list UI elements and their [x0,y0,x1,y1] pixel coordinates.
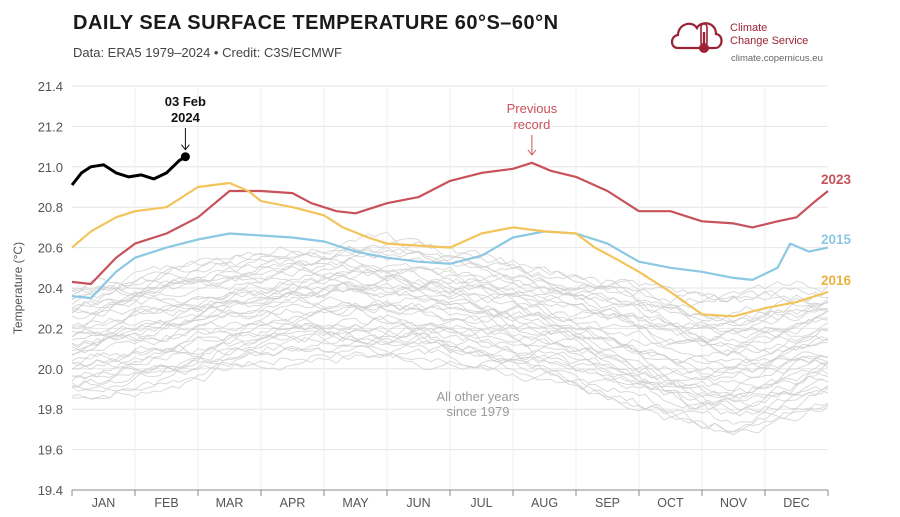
other-year-line [71,246,829,303]
y-tick-label: 21.0 [38,160,63,175]
other-year-line [71,314,829,392]
y-tick-label: 20.0 [38,362,63,377]
previous-record-label: record [513,117,550,132]
other-year-line [71,238,829,310]
month-label: DEC [783,496,809,510]
thermometer-cloud-icon [670,22,723,53]
logo-url[interactable]: climate.copernicus.eu [731,53,823,64]
series-line-2015 [71,230,829,300]
y-tick-label: 19.8 [38,402,63,417]
month-label: JAN [92,496,116,510]
y-axis-label: Temperature (°C) [11,242,25,334]
logo-text-line1: Climate [730,22,768,34]
other-year-line [71,298,829,378]
series-label-2015: 2015 [821,232,852,247]
other-year-line [71,323,829,406]
record-arrow-head [527,149,537,156]
y-tick-label: 20.6 [38,241,63,256]
other-year-line [71,256,829,327]
other-years-label: All other years [436,389,520,404]
other-year-line [71,332,829,415]
series-label-2016: 2016 [821,273,852,288]
other-year-line [71,322,829,408]
other-year-line [71,344,829,425]
y-tick-label: 19.4 [38,483,63,498]
month-label: AUG [531,496,558,510]
other-years-label: since 1979 [447,404,510,419]
previous-record-label: Previous [507,101,558,116]
c3s-logo [670,22,723,53]
other-year-line [71,262,829,327]
latest-date-label: 03 Feb [165,94,206,109]
other-year-line [71,300,829,380]
latest-year-label: 2024 [171,110,201,125]
month-label: MAR [216,496,244,510]
other-year-line [71,343,829,433]
other-year-line [71,302,829,378]
month-label: JUL [470,496,492,510]
axes: 19.4 19.6 19.8 20.0 20.2 20.4 20.6 20.8 21.0 21.2… [11,79,829,510]
other-year-line [71,340,829,434]
other-year-line [71,264,829,339]
other-year-line [71,324,829,410]
other-years-lines [71,231,829,436]
month-label: OCT [657,496,684,510]
y-tick-label: 19.6 [38,443,63,458]
logo-text-line2: Change Service [730,35,809,47]
month-label: FEB [154,496,178,510]
y-tick-label: 20.8 [38,200,63,215]
other-year-line [71,282,829,362]
chart-subtitle: Data: ERA5 1979–2024 • Credit: C3S/ECMWF [73,45,343,60]
other-year-line [71,303,829,382]
other-year-line [71,271,829,344]
month-label: MAY [342,496,369,510]
y-tick-label: 21.4 [38,79,63,94]
other-year-line [71,264,829,357]
series-label-2023: 2023 [821,172,852,187]
series-line-2016 [71,181,829,318]
month-label: NOV [720,496,748,510]
other-year-line [71,353,829,436]
month-label: JUN [406,496,430,510]
other-year-line [71,273,829,336]
other-year-line [71,280,829,344]
other-year-line [71,302,829,399]
month-label: APR [280,496,306,510]
other-year-line [71,287,829,355]
chart-title: DAILY SEA SURFACE TEMPERATURE 60°S–60°N [73,12,559,34]
other-year-line [71,268,829,343]
month-label: SEP [595,496,620,510]
latest-point-marker [180,152,190,162]
series-line-2024 [70,155,187,186]
y-tick-label: 20.2 [38,321,63,336]
y-tick-label: 21.2 [38,119,63,134]
highlight-series [70,152,829,318]
y-tick-label: 20.4 [38,281,63,296]
series-line-2023 [71,161,829,286]
latest-arrow-head [181,144,190,151]
